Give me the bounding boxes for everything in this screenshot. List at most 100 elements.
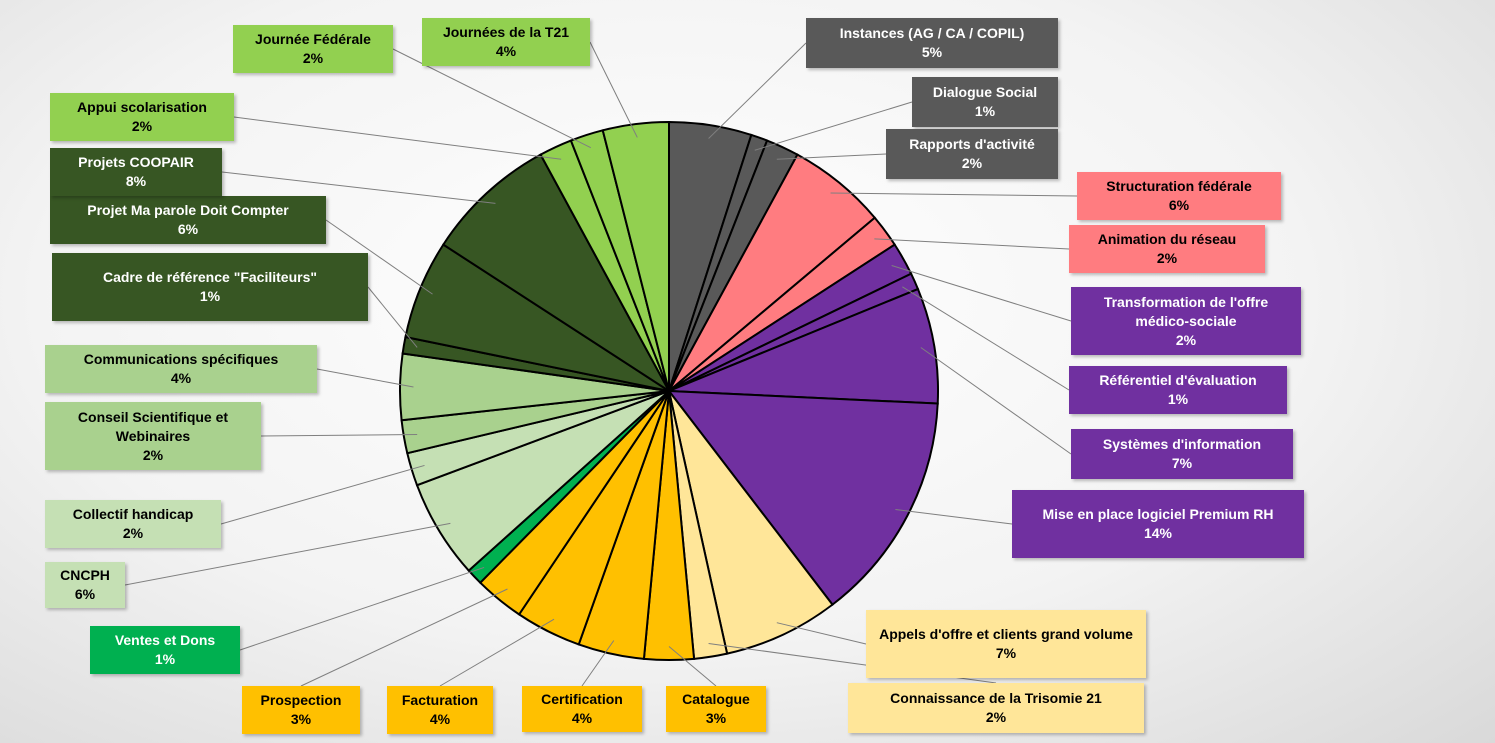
label-name: Projet Ma parole Doit Compter [87, 202, 289, 218]
data-label: Rapports d'activité 2% [886, 129, 1058, 179]
label-value: 1% [1167, 391, 1189, 407]
label-value: 1% [199, 288, 221, 304]
label-value: 6% [1168, 197, 1190, 213]
label-name: Mise en place logiciel Premium RH [1042, 506, 1274, 522]
label-value: 7% [1171, 455, 1193, 471]
label-name: Référentiel d'évaluation [1099, 372, 1257, 388]
pie-slice [441, 153, 670, 392]
label-value: 4% [495, 43, 517, 59]
leader-line [776, 622, 867, 645]
data-label: Appels d'offre et clients grand volume 7% [866, 610, 1146, 678]
label-value: 4% [170, 370, 192, 386]
label-name: Projets COOPAIR [78, 154, 194, 170]
leader-line [233, 116, 562, 160]
label-name: Connaissance de la Trisomie 21 [890, 690, 1102, 706]
data-label: Transformation de l'offre médico-sociale… [1071, 287, 1301, 355]
label-name: Journée Fédérale [255, 31, 371, 47]
label-value: 2% [131, 118, 153, 134]
label-name: Dialogue Social [932, 84, 1038, 100]
leader-line [220, 464, 425, 525]
data-label: Instances (AG / CA / COPIL) 5% [806, 18, 1058, 68]
leader-line [902, 286, 1070, 391]
label-name: Catalogue [682, 691, 750, 707]
label-name: Communications spécifiques [83, 351, 279, 367]
label-value: 1% [154, 651, 176, 667]
label-name: Transformation de l'offre médico-sociale [1103, 293, 1269, 329]
label-value: 2% [122, 525, 144, 541]
label-name: Instances (AG / CA / COPIL) [839, 25, 1025, 41]
label-name: Appels d'offre et clients grand volume [879, 626, 1133, 642]
data-label: Connaissance de la Trisomie 21 2% [848, 683, 1144, 733]
data-label: Journée Fédérale 2% [233, 25, 393, 73]
data-label: Communications spécifiques 4% [45, 345, 317, 393]
label-name: Journées de la T21 [442, 24, 570, 40]
label-value: 4% [429, 711, 451, 727]
leader-line [221, 171, 496, 204]
data-label: Projet Ma parole Doit Compter 6% [50, 196, 326, 244]
label-name: CNCPH [60, 567, 110, 583]
data-label: Dialogue Social 1% [912, 77, 1058, 127]
data-label: Appui scolarisation 2% [50, 93, 234, 141]
label-value: 2% [1156, 250, 1178, 266]
data-label: Prospection 3% [242, 686, 360, 734]
leader-line [668, 646, 717, 687]
leader-line [439, 618, 555, 687]
label-name: Prospection [260, 692, 342, 708]
leader-line [920, 347, 1072, 455]
leader-line [776, 153, 887, 160]
label-value: 2% [142, 446, 164, 463]
leader-line [895, 508, 1013, 525]
data-label: Conseil Scientifique et Webinaires 2% [45, 402, 261, 470]
label-value: 4% [571, 710, 593, 726]
label-value: 1% [974, 103, 996, 119]
label-value: 2% [985, 709, 1007, 725]
leader-line [708, 42, 807, 139]
label-name: Certification [541, 691, 623, 707]
data-label: Collectif handicap 2% [45, 500, 221, 548]
label-name: Ventes et Dons [114, 632, 216, 648]
data-label: Cadre de référence "Faciliteurs" 1% [52, 253, 368, 321]
label-value: 3% [705, 710, 727, 726]
leader-line [367, 286, 418, 348]
label-name: Structuration fédérale [1106, 178, 1252, 194]
data-label: Certification 4% [522, 686, 642, 732]
data-label: Mise en place logiciel Premium RH 14% [1012, 490, 1304, 558]
label-value: 2% [1175, 331, 1197, 348]
leader-line [830, 192, 1078, 197]
label-name: Conseil Scientifique et Webinaires [77, 408, 229, 444]
leader-line [754, 101, 913, 151]
label-value: 7% [995, 645, 1017, 661]
label-value: 2% [961, 155, 983, 171]
label-name: Collectif handicap [72, 506, 194, 522]
label-value: 3% [290, 711, 312, 727]
label-name: Rapports d'activité [909, 136, 1035, 152]
data-label: Systèmes d'information 7% [1071, 429, 1293, 479]
pie-slice [668, 287, 939, 405]
label-name: Animation du réseau [1097, 231, 1237, 247]
pie-slice [668, 390, 834, 655]
data-label: Catalogue 3% [666, 686, 766, 732]
data-label: Structuration fédérale 6% [1077, 172, 1281, 220]
leader-line [874, 238, 1070, 250]
leader-lines [124, 41, 1078, 687]
data-label: CNCPH 6% [45, 562, 125, 608]
leader-line [239, 566, 485, 651]
data-label: Facturation 4% [387, 686, 493, 734]
label-value: 14% [1143, 525, 1173, 541]
data-label: Animation du réseau 2% [1069, 225, 1265, 273]
data-label: Journées de la T21 4% [422, 18, 590, 66]
label-name: Facturation [401, 692, 479, 708]
leader-line [316, 368, 414, 388]
label-value: 2% [302, 50, 324, 66]
data-label: Ventes et Dons 1% [90, 626, 240, 674]
data-label: Projets COOPAIR 8% [50, 148, 222, 196]
leader-line [124, 522, 451, 586]
label-name: Systèmes d'information [1102, 436, 1262, 452]
label-name: Appui scolarisation [77, 99, 207, 115]
leader-line [589, 41, 638, 138]
leader-line [891, 265, 1072, 322]
label-value: 6% [74, 586, 96, 602]
leader-line [325, 219, 433, 295]
